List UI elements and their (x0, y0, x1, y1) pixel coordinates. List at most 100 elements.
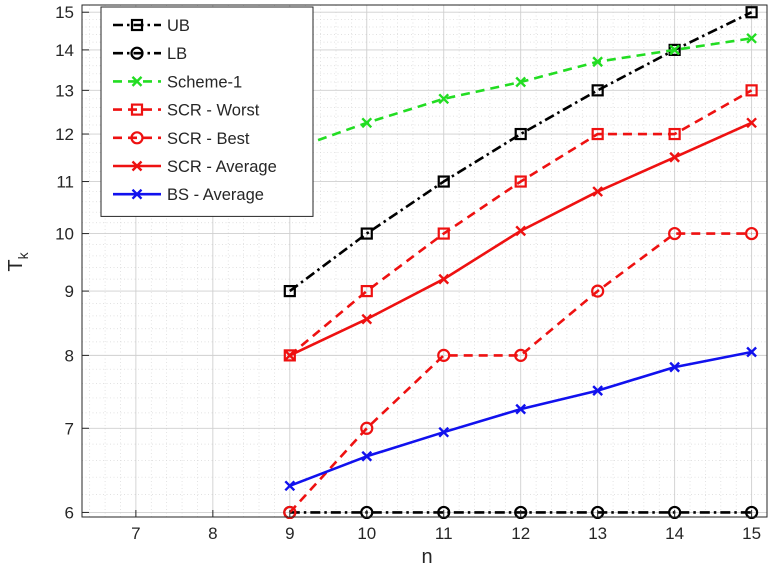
data-point-ub (514, 127, 527, 141)
data-point-scr-best (745, 226, 759, 241)
legend-label-scr-average: SCR - Average (167, 158, 277, 176)
data-point-scheme-1 (438, 93, 450, 105)
data-point-lb (745, 505, 759, 520)
data-point-scr-worst (591, 127, 604, 141)
legend-marker-lb (130, 46, 144, 60)
y-tick-label: 12 (55, 125, 74, 144)
data-point-bs-average (746, 346, 757, 358)
x-tick-label: 10 (357, 524, 376, 543)
y-tick-label: 9 (65, 282, 74, 301)
data-point-scheme-1 (361, 117, 373, 129)
y-tick-label: 10 (55, 225, 74, 244)
data-point-scr-average (284, 350, 296, 361)
data-point-bs-average (515, 403, 527, 415)
data-point-scheme-1 (669, 44, 680, 56)
data-point-scr-worst (437, 227, 450, 240)
legend-label-scheme-1: Scheme-1 (167, 73, 242, 91)
data-point-lb (360, 505, 374, 520)
y-axis-title-main: T (5, 259, 27, 271)
data-point-scr-best (591, 284, 605, 298)
legend-item-scr-average: SCR - Average (113, 158, 277, 176)
legend-label-ub: UB (167, 17, 190, 35)
x-tick-labels: 7 8 9 10 11 12 13 14 15 (131, 510, 761, 543)
data-point-bs-average (669, 361, 680, 373)
legend-label-bs-average: BS - Average (167, 186, 264, 204)
y-tick-label: 14 (55, 41, 74, 60)
data-point-scr-best (514, 348, 528, 362)
data-point-scheme-1 (515, 76, 527, 88)
data-point-lb (668, 505, 682, 520)
y-axis-title: Tk (5, 251, 31, 271)
data-point-bs-average (592, 385, 604, 396)
legend-marker-bs-average (131, 188, 143, 200)
x-tick-label: 8 (208, 524, 217, 543)
data-point-ub (283, 284, 296, 298)
y-tick-label: 8 (65, 346, 74, 365)
legend-item-scr-best: SCR - Best (113, 130, 250, 148)
data-point-bs-average (438, 426, 450, 438)
legend-label-lb: LB (167, 45, 187, 63)
series-scr-average (284, 117, 757, 361)
data-point-scr-average (669, 151, 680, 163)
x-tick-label: 15 (742, 524, 761, 543)
data-point-scr-worst (745, 84, 758, 97)
legend-marker-ub (130, 18, 144, 32)
y-tick-label: 13 (55, 81, 74, 100)
data-point-scr-worst (514, 175, 527, 188)
x-tick-label: 14 (665, 524, 684, 543)
data-point-bs-average (361, 450, 373, 462)
data-point-scr-best (437, 348, 451, 362)
x-axis-title: n (421, 546, 432, 568)
data-point-scr-average (438, 273, 450, 285)
series-bs-average (284, 346, 757, 492)
data-point-scr-worst (283, 349, 296, 362)
legend-marker-scr-worst (130, 103, 144, 116)
legend-box (100, 6, 314, 217)
data-point-scheme-1 (592, 56, 604, 68)
data-point-ub (745, 6, 758, 19)
series-line-scr-worst (288, 89, 753, 357)
legend-item-scr-worst: SCR - Worst (113, 102, 260, 120)
series-scr-best (283, 226, 759, 520)
legend-label-scr-best: SCR - Best (167, 130, 250, 148)
data-point-scr-average (592, 186, 604, 197)
data-point-scr-average (361, 313, 373, 325)
legend-item-bs-average: BS - Average (113, 186, 264, 204)
x-tick-label: 7 (131, 524, 140, 543)
legend: UB LB Scheme-1 SCR - Worst SCR - Best SCR - A… (100, 6, 314, 217)
data-point-bs-average (284, 480, 296, 492)
y-tick-label: 15 (55, 3, 74, 22)
data-point-scr-worst (360, 284, 373, 298)
data-point-scheme-1 (746, 32, 757, 44)
y-tick-labels: 6 7 8 9 10 11 12 13 14 15 (55, 3, 89, 522)
axes-box (81, 4, 768, 518)
data-point-lb (437, 505, 451, 520)
legend-label-scr-worst: SCR - Worst (167, 102, 260, 120)
series-scr-worst (283, 84, 758, 362)
legend-marker-scr-best (130, 131, 144, 145)
data-point-ub (437, 175, 450, 188)
x-tick-label: 12 (511, 524, 530, 543)
data-point-ub (360, 227, 373, 240)
y-tick-label: 7 (65, 419, 74, 438)
data-point-scr-best (668, 226, 682, 241)
data-point-scr-average (515, 225, 527, 237)
data-point-scr-worst (668, 127, 681, 141)
x-tick-label: 9 (285, 524, 294, 543)
data-point-scr-best (283, 505, 297, 520)
y-axis-title-subscript: k (15, 251, 31, 259)
data-point-lb (591, 505, 605, 520)
data-point-ub (591, 84, 604, 97)
legend-marker-scr-average (131, 160, 143, 172)
x-tick-label: 13 (588, 524, 607, 543)
legend-marker-scheme-1 (131, 76, 143, 87)
legend-item-lb: LB (113, 45, 187, 63)
axes-frame (81, 4, 768, 518)
y-tick-label: 11 (56, 173, 74, 192)
legend-item-ub: UB (113, 17, 190, 35)
legend-item-scheme-1: Scheme-1 (113, 73, 242, 91)
x-tick-label: 11 (435, 524, 453, 543)
data-point-scr-best (360, 421, 374, 435)
data-point-lb (514, 505, 528, 520)
